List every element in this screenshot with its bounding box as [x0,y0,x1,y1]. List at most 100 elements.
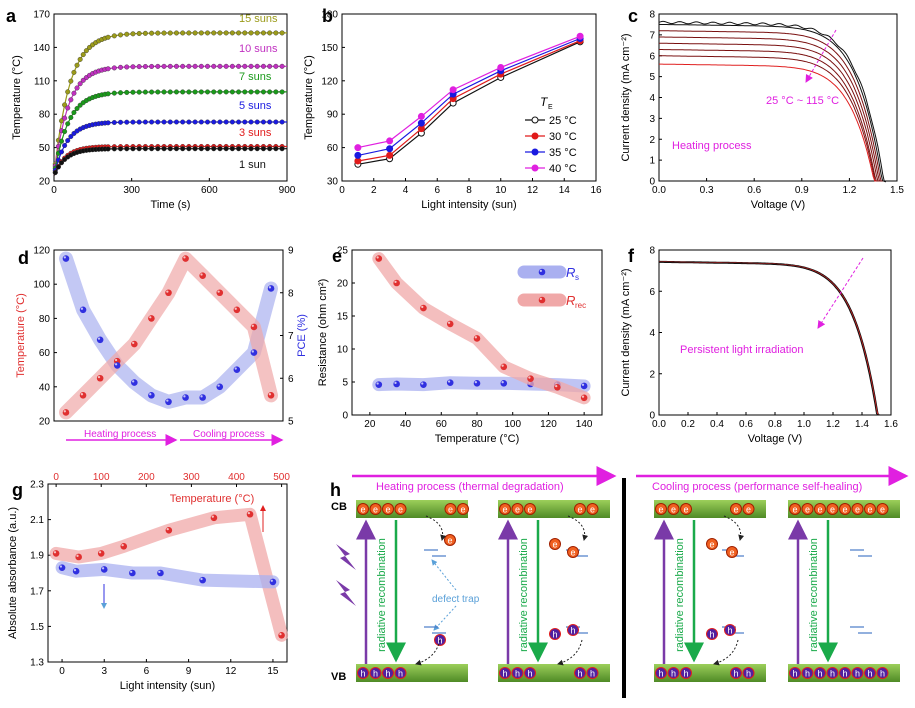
data-point-highlight [268,393,272,396]
data-point [473,380,481,387]
electron-label: e [447,536,452,546]
data-point [248,119,254,125]
y-tick-label: 60 [39,348,51,359]
panel-label-h: h [330,480,341,500]
x2-tick-label: 400 [228,472,245,483]
x-tick-label: 16 [590,185,602,196]
data-point [59,160,65,166]
data-point [124,119,130,125]
data-point [120,543,128,550]
temperature-point [131,340,138,348]
x-axis-label: Light intensity (sun) [120,680,215,692]
data-point [155,30,161,36]
data-point [161,119,167,125]
data-point-highlight [114,363,118,366]
data-point [236,63,242,69]
data-point [74,62,80,68]
legend-label: 40 °C [549,163,577,175]
data-point [254,63,260,69]
trapped-electron [549,538,561,550]
electron-label: e [733,505,738,515]
y-axis-label: Current density (mA cm⁻²) [620,268,632,396]
data-point [205,146,211,152]
y-tick-label: 5 [342,378,348,389]
data-point-highlight [130,570,133,573]
hole [369,667,382,679]
electron [457,503,469,515]
data-point [417,119,425,127]
pce-point [216,383,224,391]
process-label: Cooling process [193,429,265,440]
hole [801,667,814,679]
data-point [229,119,235,125]
y-axis-label: Resistance (ohm cm²) [317,279,329,387]
data-point-highlight [158,570,161,573]
data-point [118,90,124,96]
hole-label: h [709,630,714,640]
data-point [267,30,273,36]
data-point [129,569,136,577]
panel-label-a: a [6,6,17,26]
data-point [62,129,68,135]
pce-point [267,285,275,292]
x-tick-label: 20 [364,419,376,430]
data-point [173,146,179,152]
trapped-hole [706,628,718,640]
temperature-point [182,255,189,262]
temperature-point [79,392,87,399]
data-point [420,304,427,312]
x-tick-label: 1.2 [826,419,840,430]
x-tick-label: 8 [466,185,472,196]
data-point [273,146,279,152]
y-tick-label: 8 [649,246,655,257]
electron [680,503,692,515]
data-point [260,63,266,69]
data-point [269,578,277,586]
chart-e: 20 40 60 80 100 120 140 0 5 10 15 20 25 Temperature (… [317,246,603,445]
electron-label: e [448,505,453,515]
trapped-hole [567,624,579,636]
y-tick-label: 1 [649,156,655,167]
x-tick-label: 10 [495,185,507,196]
y-tick-label: 6 [649,51,655,62]
hole [826,667,839,679]
x2-axis-label: Temperature (°C) [170,493,254,505]
data-point [242,146,248,152]
data-point [173,89,179,95]
panel-label-d: d [18,248,29,268]
electron [789,503,801,515]
data-point [124,89,130,95]
data-point [149,89,155,95]
panel-label-c: c [628,6,638,26]
data-point [279,30,285,36]
data-point [124,31,130,37]
x2-tick-label: 200 [138,472,155,483]
radiative-label: radiative recombination [808,538,820,652]
x-tick-label: 0.6 [747,185,761,196]
y-axis-label: Temperature (°C) [303,55,315,139]
y-tick-label: 60 [327,143,339,154]
data-point [417,112,425,120]
data-point [155,89,161,95]
electron [839,503,851,515]
data-point [65,89,71,95]
chart-f: 0.0 0.2 0.4 0.6 0.8 1.0 1.2 1.4 1.6 0 2 4 6 8 Voltage … [620,246,898,446]
data-point [167,63,173,69]
hole [742,667,755,679]
y-tick-label: 20 [337,279,349,290]
data-point [161,89,167,95]
hole [382,667,394,679]
data-point [446,320,454,328]
data-point [83,48,89,54]
data-point-highlight [80,393,84,396]
hole-label: h [867,669,872,679]
hole-label: h [746,669,751,679]
data-point [130,89,136,95]
trapped-electron [726,546,738,558]
data-point [180,30,186,36]
pce-point [62,255,70,262]
process-label: Heating process [84,429,156,440]
data-point [211,63,217,69]
electron-label: e [746,505,751,515]
